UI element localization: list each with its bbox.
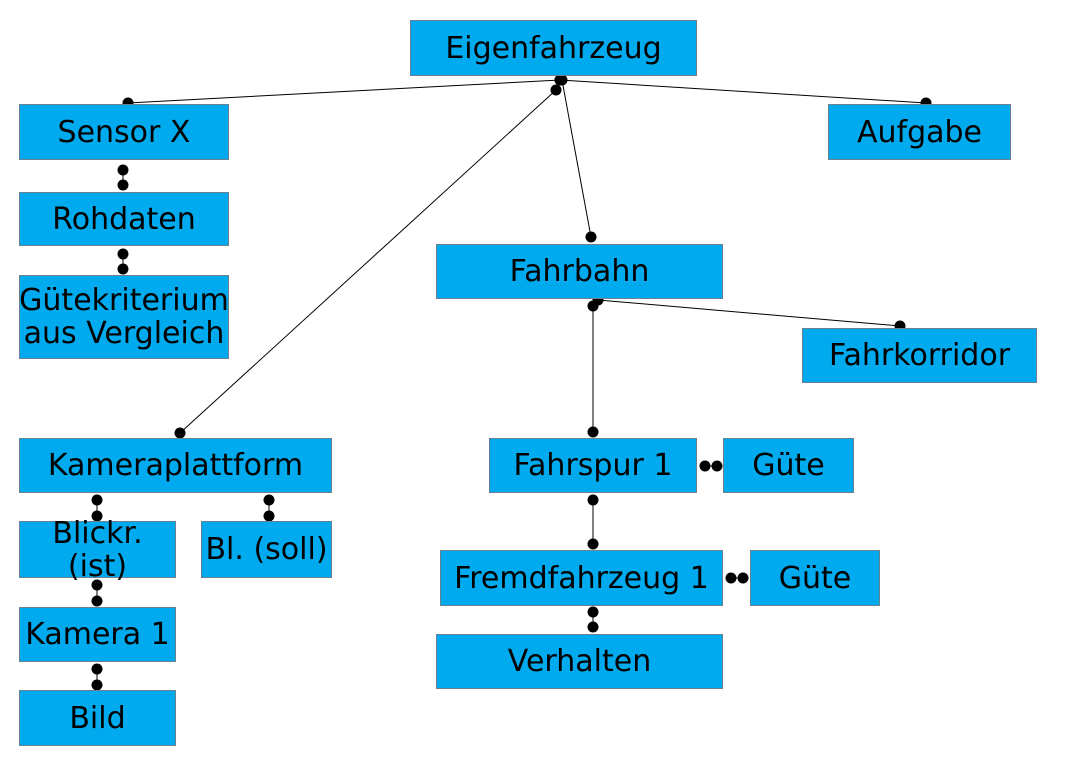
- edge-endpoint-target-rohdaten-guetekriterium: [117, 263, 129, 275]
- edge-endpoint-source-fahrspur_1-guete_1: [699, 460, 711, 472]
- edge-endpoint-source-kameraplattform-blickr_ist: [91, 494, 103, 506]
- edge-endpoint-source-kameraplattform-bl_soll: [263, 494, 275, 506]
- edge-eigenfahrzeug-sensor_x: [127, 79, 561, 104]
- edge-fahrbahn-fahrkorridor: [597, 299, 901, 327]
- edge-endpoint-source-blickr_ist-kamera_1: [91, 579, 103, 591]
- edge-endpoint-target-blickr_ist-kamera_1: [91, 595, 103, 607]
- node-bild: Bild: [19, 690, 176, 746]
- node-guetekriterium: Gütekriterium aus Vergleich: [19, 275, 229, 359]
- node-blickr-ist: Blickr. (ist): [19, 517, 176, 583]
- node-guete-2: Güte: [750, 550, 880, 606]
- edge-endpoint-source-sensor_x-rohdaten: [117, 164, 129, 176]
- edge-endpoint-target-fahrspur_1-guete_1: [711, 460, 723, 472]
- node-guete-1: Güte: [723, 438, 854, 493]
- node-sensor-x: Sensor X: [19, 104, 229, 160]
- edge-endpoint-source-eigenfahrzeug-kameraplattform: [550, 84, 562, 96]
- edge-endpoint-target-sensor_x-rohdaten: [117, 179, 129, 191]
- node-verhalten: Verhalten: [436, 634, 723, 689]
- edge-endpoint-source-fremdfahrzeug_1-guete_2: [725, 572, 737, 584]
- edge-endpoint-target-fremdfahrzeug_1-guete_2: [737, 572, 749, 584]
- node-rohdaten: Rohdaten: [19, 192, 229, 246]
- edge-endpoint-source-eigenfahrzeug-fahrbahn: [556, 74, 568, 86]
- edge-endpoint-source-fahrspur_1-fremdfahrzeug_1: [587, 494, 599, 506]
- node-eigenfahrzeug: Eigenfahrzeug: [410, 20, 697, 76]
- node-fahrspur-1: Fahrspur 1: [489, 438, 697, 493]
- edge-endpoint-target-fahrspur_1-fremdfahrzeug_1: [587, 538, 599, 550]
- edge-endpoint-source-kamera_1-bild: [91, 663, 103, 675]
- node-fremdfahrzeug-1: Fremdfahrzeug 1: [440, 550, 723, 606]
- node-aufgabe: Aufgabe: [828, 104, 1011, 160]
- edge-eigenfahrzeug-aufgabe: [559, 79, 927, 104]
- node-kameraplattform: Kameraplattform: [19, 438, 332, 493]
- edge-eigenfahrzeug-fahrbahn: [561, 79, 592, 238]
- edge-endpoint-target-kameraplattform-blickr_ist: [91, 510, 103, 522]
- node-kamera-1: Kamera 1: [19, 607, 176, 662]
- edge-endpoint-target-fremdfahrzeug_1-verhalten: [587, 621, 599, 633]
- edge-endpoint-target-fahrbahn-fahrspur_1: [587, 426, 599, 438]
- edge-endpoint-target-eigenfahrzeug-kameraplattform: [174, 427, 186, 439]
- edge-endpoint-source-fremdfahrzeug_1-verhalten: [587, 606, 599, 618]
- node-bl-soll: Bl. (soll): [201, 521, 332, 578]
- edge-eigenfahrzeug-kameraplattform: [179, 89, 557, 434]
- edge-endpoint-target-kameraplattform-bl_soll: [263, 510, 275, 522]
- edge-endpoint-source-fahrbahn-fahrspur_1: [587, 300, 599, 312]
- node-fahrbahn: Fahrbahn: [436, 244, 723, 299]
- edge-endpoint-target-kamera_1-bild: [91, 679, 103, 691]
- edge-endpoint-source-rohdaten-guetekriterium: [117, 248, 129, 260]
- edge-endpoint-target-eigenfahrzeug-fahrbahn: [585, 231, 597, 243]
- node-fahrkorridor: Fahrkorridor: [802, 328, 1037, 383]
